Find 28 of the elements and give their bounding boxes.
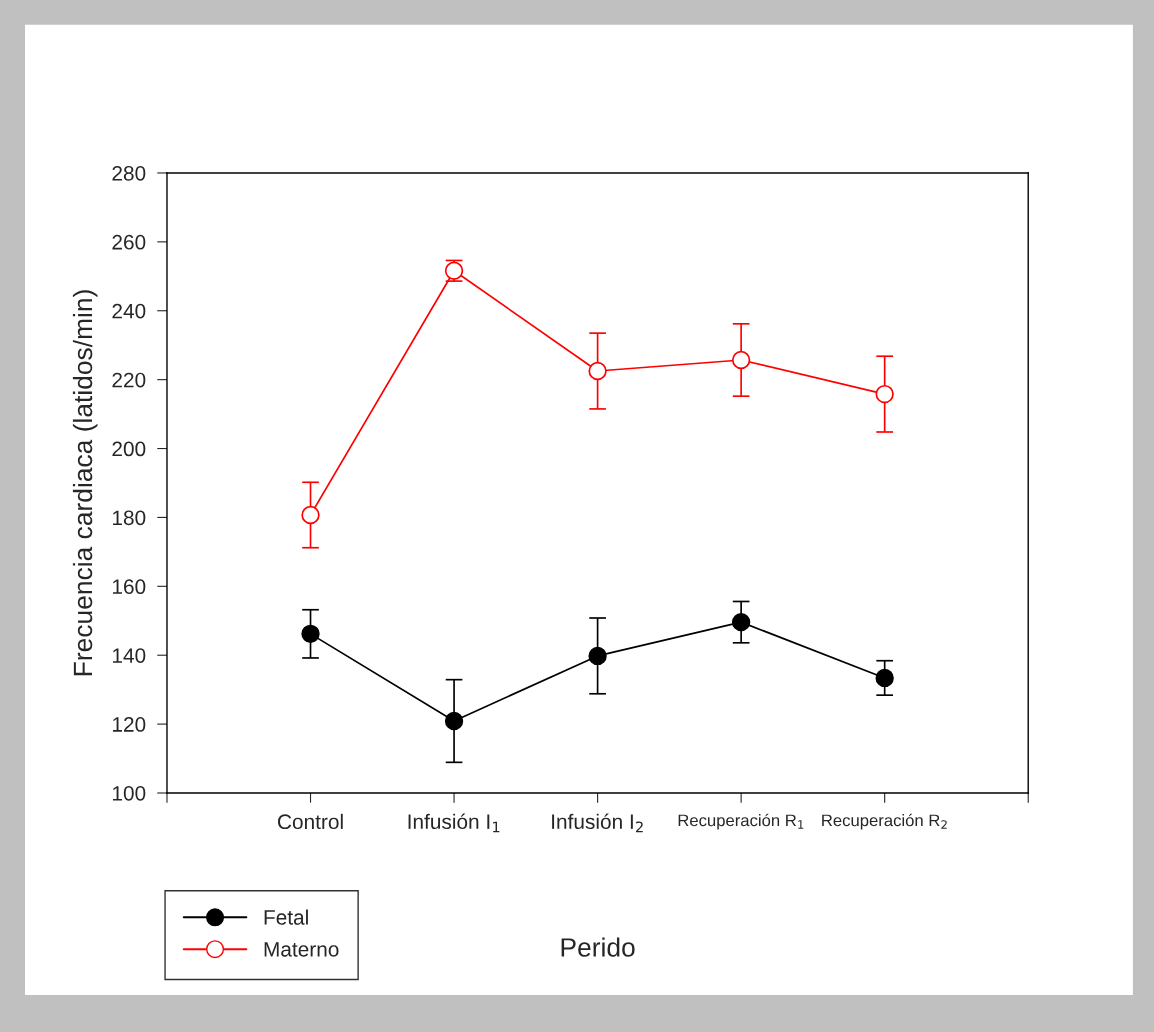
x-tick-label: Control <box>278 813 343 830</box>
x-tick-label: Recuperación R$_{1}$ <box>678 813 804 830</box>
y-tick-label: 140 <box>112 648 146 663</box>
y-tick-label: 260 <box>112 234 146 250</box>
y-tick-label: 120 <box>112 717 146 732</box>
x-tick-label: Infusión I$_{1}$ <box>408 813 500 833</box>
y-tick-label: 100 <box>112 785 146 801</box>
point <box>444 711 464 731</box>
point <box>588 646 607 666</box>
point <box>731 612 751 632</box>
legend-label: Materno <box>264 942 339 957</box>
x-axis-title: Perido <box>561 937 635 957</box>
point <box>731 350 751 370</box>
x-tick-label: Recuperación R$_{2}$ <box>822 813 947 830</box>
point <box>301 505 320 525</box>
point <box>301 624 320 644</box>
y-tick-label: 240 <box>112 303 146 319</box>
y-tick-label: 220 <box>112 372 146 388</box>
point <box>875 668 894 688</box>
y-tick-label: 180 <box>112 510 146 526</box>
y-axis-title: Frecuencia cardiaca (latidos/min) <box>72 290 98 676</box>
point <box>588 361 607 381</box>
point <box>875 384 894 404</box>
legend-label: Fetal <box>264 909 308 925</box>
y-tick-label: 200 <box>112 441 146 457</box>
y-tick-label: 160 <box>112 579 146 595</box>
x-tick-label: Infusión I$_{2}$ <box>552 813 643 833</box>
y-tick-label: 280 <box>112 165 146 181</box>
